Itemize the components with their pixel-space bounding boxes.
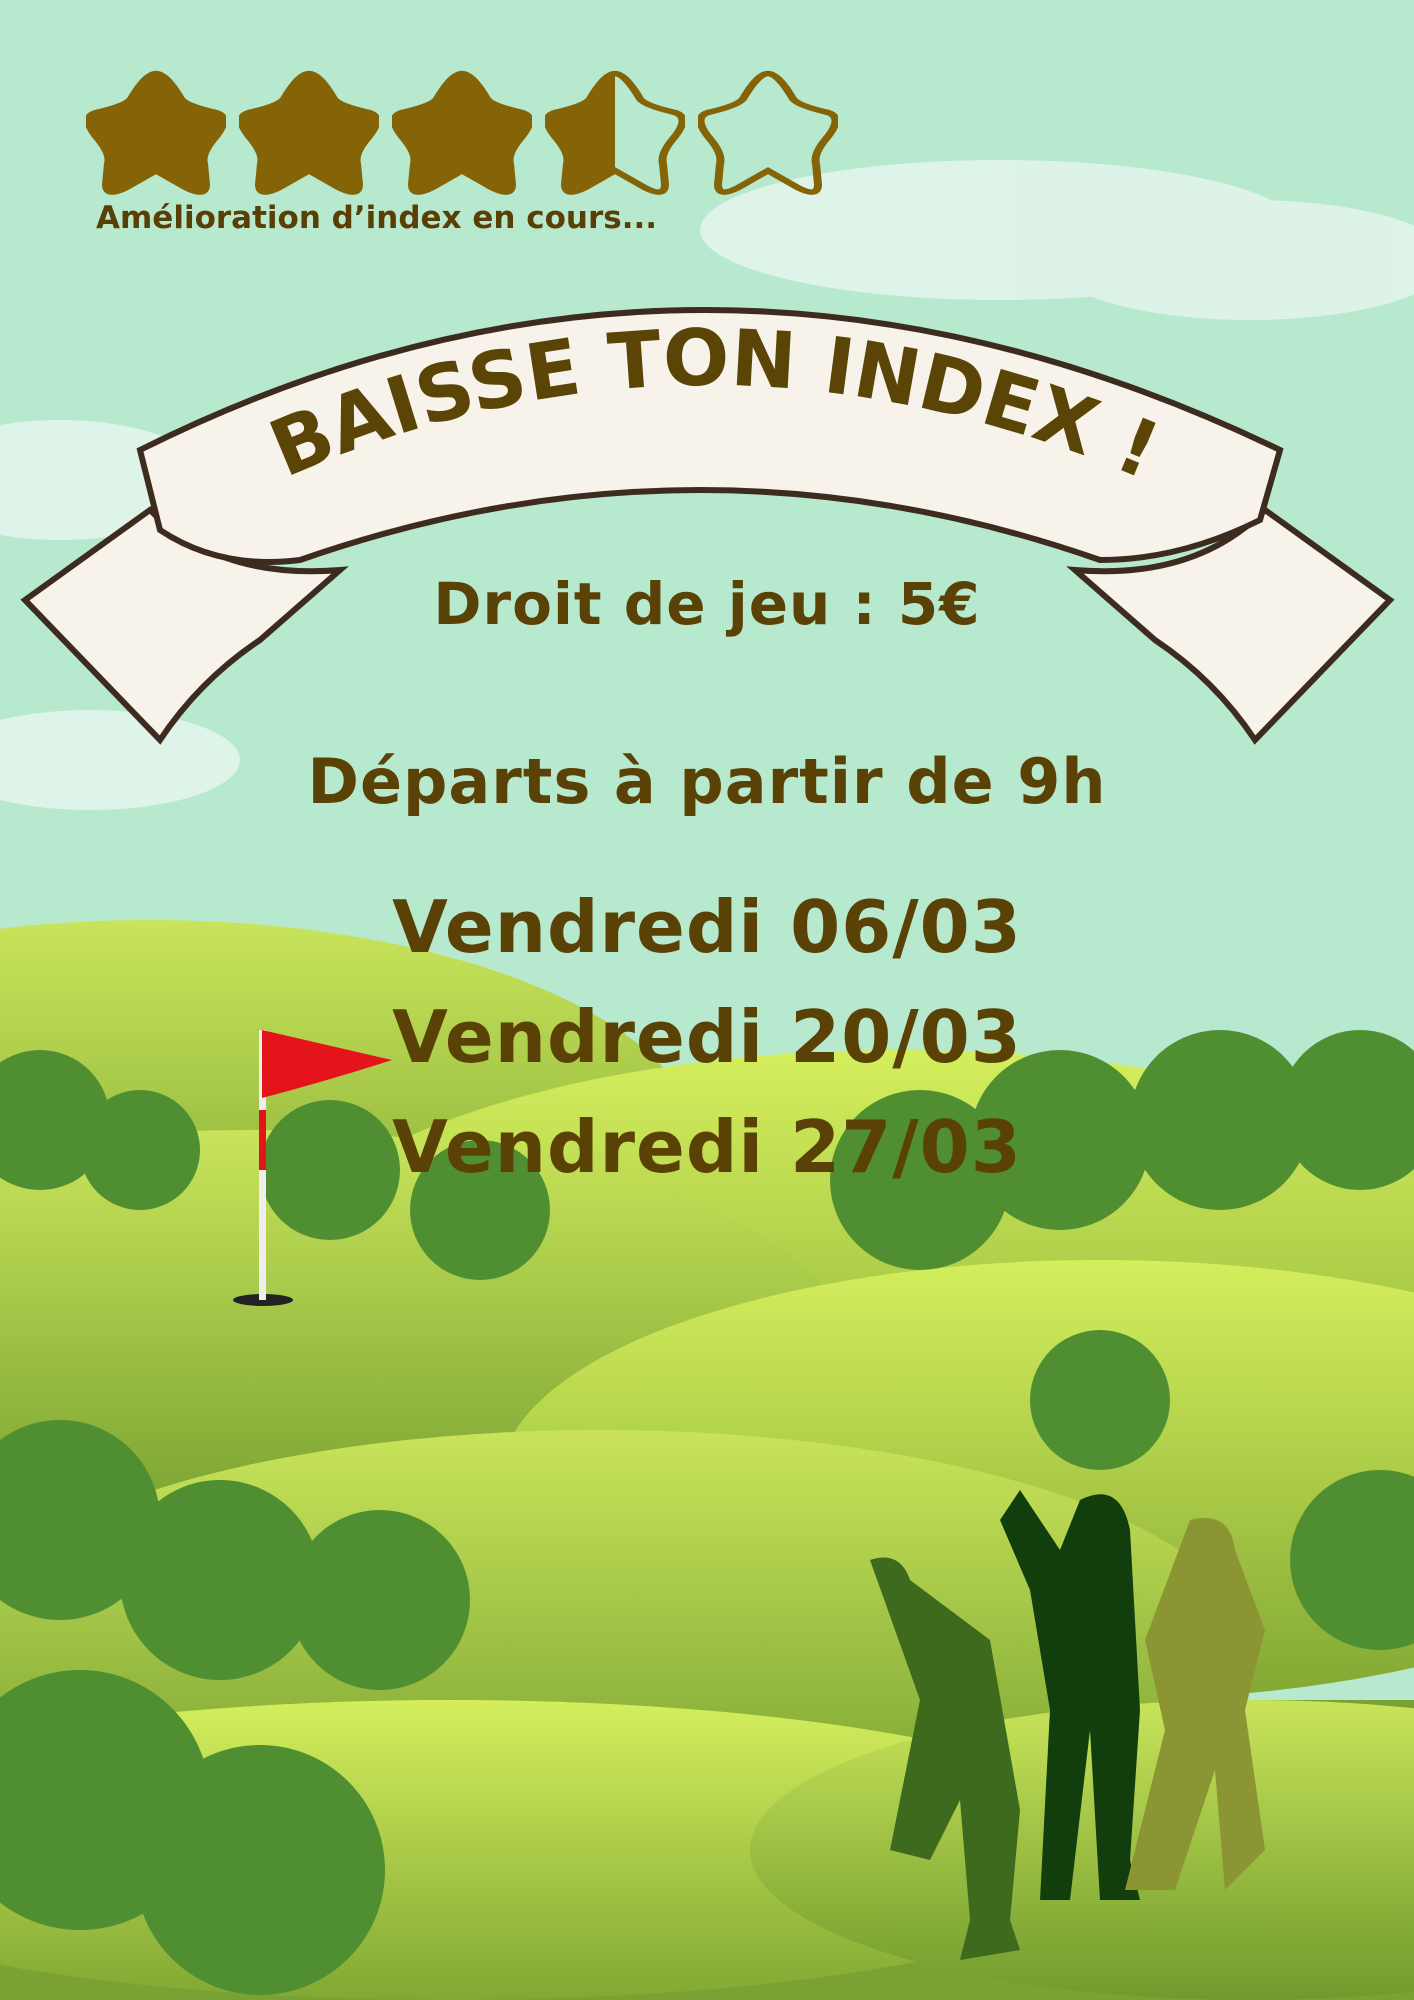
clouds	[0, 160, 1414, 810]
star-half-icon	[545, 70, 685, 195]
bushes	[0, 1030, 1414, 1995]
banner-ribbon	[20, 307, 1395, 745]
golfer-silhouettes	[870, 1490, 1265, 1960]
entry-fee: Droit de jeu : 5€	[433, 570, 981, 638]
star-rating	[86, 68, 838, 198]
date-3: Vendredi 27/03	[392, 1105, 1022, 1189]
date-1: Vendredi 06/03	[392, 885, 1022, 969]
date-2: Vendredi 20/03	[392, 995, 1022, 1079]
star-full-icon	[86, 70, 226, 195]
flag-pin	[233, 1030, 392, 1306]
star-full-icon	[239, 70, 379, 195]
departures-info: Départs à partir de 9h	[307, 745, 1107, 818]
rating-caption: Amélioration d’index en cours...	[96, 200, 658, 236]
star-full-icon	[392, 70, 532, 195]
star-empty-icon	[698, 70, 838, 195]
